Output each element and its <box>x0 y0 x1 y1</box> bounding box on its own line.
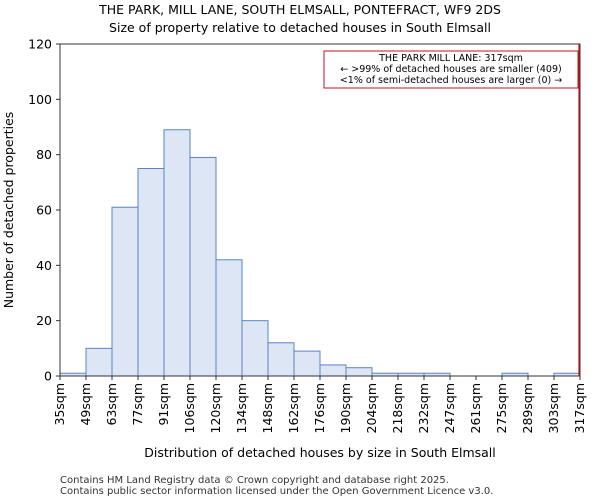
bar-190sqm <box>345 367 373 377</box>
x-tick-label-148sqm: 148sqm <box>260 383 275 433</box>
bar-176sqm <box>319 364 347 377</box>
y-tick-label-20: 20 <box>36 313 52 328</box>
bar-134sqm <box>241 320 269 377</box>
y-tick-label-40: 40 <box>36 258 52 273</box>
y-axis: 0 20 40 60 80 100 120 <box>28 37 60 384</box>
bar-63sqm <box>111 206 139 377</box>
bar-49sqm <box>85 347 113 377</box>
bar-106sqm <box>189 156 217 377</box>
bar-120sqm <box>215 259 243 377</box>
bar-162sqm <box>293 350 321 377</box>
annotation-line-3: <1% of semi-detached houses are larger (… <box>340 75 562 86</box>
x-tick-label-289sqm: 289sqm <box>520 383 535 433</box>
x-tick-label-35sqm: 35sqm <box>52 383 67 426</box>
x-tick-label-204sqm: 204sqm <box>364 383 379 433</box>
x-tick-label-106sqm: 106sqm <box>182 383 197 433</box>
x-tick-label-190sqm: 190sqm <box>338 383 353 433</box>
annotation-line-1: THE PARK MILL LANE: 317sqm <box>378 53 523 64</box>
y-tick-label-120: 120 <box>28 37 52 52</box>
x-tick-label-247sqm: 247sqm <box>442 383 457 433</box>
footer-line-2: Contains public sector information licen… <box>60 486 493 497</box>
y-tick-label-80: 80 <box>36 147 52 162</box>
x-tick-label-218sqm: 218sqm <box>390 383 405 433</box>
x-tick-label-176sqm: 176sqm <box>312 383 327 433</box>
x-axis-label: Distribution of detached houses by size … <box>144 445 496 460</box>
x-tick-label-91sqm: 91sqm <box>156 383 171 426</box>
x-tick-label-232sqm: 232sqm <box>416 383 431 433</box>
y-tick-label-60: 60 <box>36 203 52 218</box>
x-tick-label-77sqm: 77sqm <box>130 383 145 426</box>
footer-line-1: Contains HM Land Registry data © Crown c… <box>60 475 449 486</box>
x-axis: 35sqm 49sqm 63sqm 77sqm 91sqm 106sqm 120sqm 134… <box>52 376 587 433</box>
x-tick-label-63sqm: 63sqm <box>104 383 119 426</box>
annotation-line-2: ← >99% of detached houses are smaller (4… <box>340 64 561 75</box>
bar-77sqm <box>137 168 165 377</box>
x-tick-label-49sqm: 49sqm <box>78 383 93 426</box>
chart-subtitle: Size of property relative to detached ho… <box>109 20 491 35</box>
x-tick-label-261sqm: 261sqm <box>468 383 483 433</box>
x-tick-label-303sqm: 303sqm <box>546 383 561 433</box>
plot-frame <box>59 43 581 377</box>
bars-group <box>59 129 581 377</box>
x-tick-label-275sqm: 275sqm <box>494 383 509 433</box>
x-tick-label-134sqm: 134sqm <box>234 383 249 433</box>
y-tick-label-100: 100 <box>28 92 52 107</box>
bar-148sqm <box>267 342 295 377</box>
y-axis-label: Number of detached properties <box>1 112 16 309</box>
bar-91sqm <box>163 129 191 377</box>
x-tick-label-120sqm: 120sqm <box>208 383 223 433</box>
annotation-box: THE PARK MILL LANE: 317sqm ← >99% of det… <box>323 50 579 89</box>
annotation-border <box>323 50 579 89</box>
chart-title: THE PARK, MILL LANE, SOUTH ELMSALL, PONT… <box>98 2 501 17</box>
x-tick-label-162sqm: 162sqm <box>286 383 301 433</box>
x-tick-label-317sqm: 317sqm <box>572 383 587 433</box>
y-tick-label-0: 0 <box>44 369 52 384</box>
